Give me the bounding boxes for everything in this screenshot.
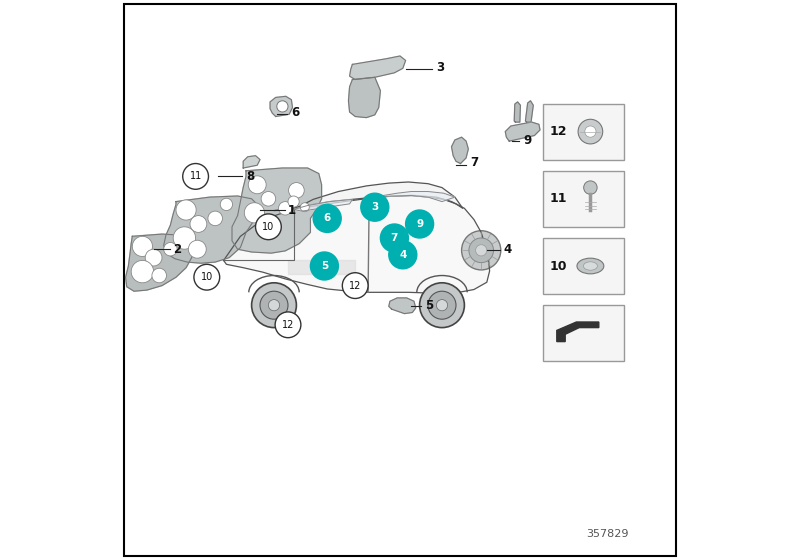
Text: 357829: 357829: [586, 529, 629, 539]
Ellipse shape: [583, 262, 598, 270]
Circle shape: [578, 119, 602, 144]
Circle shape: [131, 260, 154, 283]
Circle shape: [248, 176, 266, 194]
Polygon shape: [224, 195, 490, 293]
Circle shape: [190, 216, 207, 232]
Circle shape: [314, 204, 341, 232]
Text: 10: 10: [550, 259, 567, 273]
Text: 10: 10: [201, 272, 213, 282]
Circle shape: [176, 200, 196, 220]
Circle shape: [462, 231, 501, 270]
Text: 6: 6: [291, 105, 299, 119]
Text: 4: 4: [399, 250, 406, 260]
Polygon shape: [294, 199, 352, 211]
Text: 10: 10: [262, 222, 274, 232]
Polygon shape: [451, 137, 468, 164]
Text: 12: 12: [282, 320, 294, 330]
Text: 12: 12: [550, 125, 567, 138]
Polygon shape: [557, 322, 598, 342]
Polygon shape: [126, 234, 193, 291]
Text: 6: 6: [323, 213, 331, 223]
Circle shape: [428, 291, 456, 319]
Circle shape: [261, 192, 276, 206]
Text: 5: 5: [321, 261, 328, 271]
Circle shape: [208, 211, 222, 226]
Polygon shape: [506, 122, 540, 141]
Circle shape: [437, 300, 448, 311]
Circle shape: [469, 238, 494, 263]
Polygon shape: [350, 56, 406, 80]
Circle shape: [251, 283, 296, 328]
Circle shape: [260, 291, 288, 319]
Text: 4: 4: [504, 242, 512, 256]
Circle shape: [268, 300, 280, 311]
Circle shape: [584, 181, 597, 194]
Circle shape: [406, 210, 434, 238]
Circle shape: [278, 202, 292, 215]
Polygon shape: [514, 102, 520, 122]
Text: 9: 9: [523, 133, 531, 147]
Circle shape: [244, 203, 265, 223]
Polygon shape: [164, 196, 258, 263]
Text: 1: 1: [288, 203, 296, 217]
Polygon shape: [274, 182, 462, 211]
Circle shape: [182, 164, 209, 189]
Circle shape: [361, 193, 389, 221]
Circle shape: [389, 241, 417, 269]
Bar: [543, 305, 624, 361]
Bar: [543, 238, 624, 294]
Text: 12: 12: [349, 281, 362, 291]
Circle shape: [194, 264, 220, 290]
Text: 11: 11: [190, 171, 202, 181]
Polygon shape: [288, 260, 355, 274]
Text: 3: 3: [371, 202, 378, 212]
Circle shape: [146, 249, 162, 266]
Bar: [543, 104, 624, 160]
Circle shape: [288, 196, 299, 207]
Text: 2: 2: [174, 242, 182, 256]
Circle shape: [132, 236, 153, 256]
Circle shape: [255, 214, 282, 240]
Text: 8: 8: [246, 170, 254, 183]
Text: 9: 9: [416, 219, 423, 229]
Circle shape: [275, 312, 301, 338]
Circle shape: [381, 224, 408, 252]
Text: 3: 3: [437, 60, 445, 74]
Circle shape: [475, 245, 486, 256]
Circle shape: [342, 273, 368, 298]
Circle shape: [152, 268, 166, 283]
Text: 11: 11: [550, 192, 567, 206]
Circle shape: [277, 101, 288, 112]
Circle shape: [420, 283, 464, 328]
Ellipse shape: [577, 258, 604, 274]
Circle shape: [289, 183, 304, 198]
Circle shape: [310, 252, 338, 280]
Polygon shape: [349, 77, 381, 118]
Polygon shape: [374, 192, 455, 202]
Polygon shape: [232, 168, 322, 253]
Circle shape: [164, 242, 177, 256]
Polygon shape: [526, 101, 534, 122]
Circle shape: [258, 218, 274, 235]
Circle shape: [585, 126, 596, 137]
Text: 7: 7: [470, 156, 478, 169]
Circle shape: [300, 203, 310, 212]
FancyBboxPatch shape: [125, 4, 675, 556]
Text: 7: 7: [390, 233, 398, 243]
Polygon shape: [243, 156, 260, 168]
Circle shape: [174, 227, 196, 249]
Polygon shape: [270, 96, 293, 116]
Circle shape: [220, 198, 233, 211]
Polygon shape: [389, 298, 416, 314]
Bar: [543, 171, 624, 227]
Circle shape: [188, 240, 206, 258]
Text: 5: 5: [426, 298, 434, 312]
